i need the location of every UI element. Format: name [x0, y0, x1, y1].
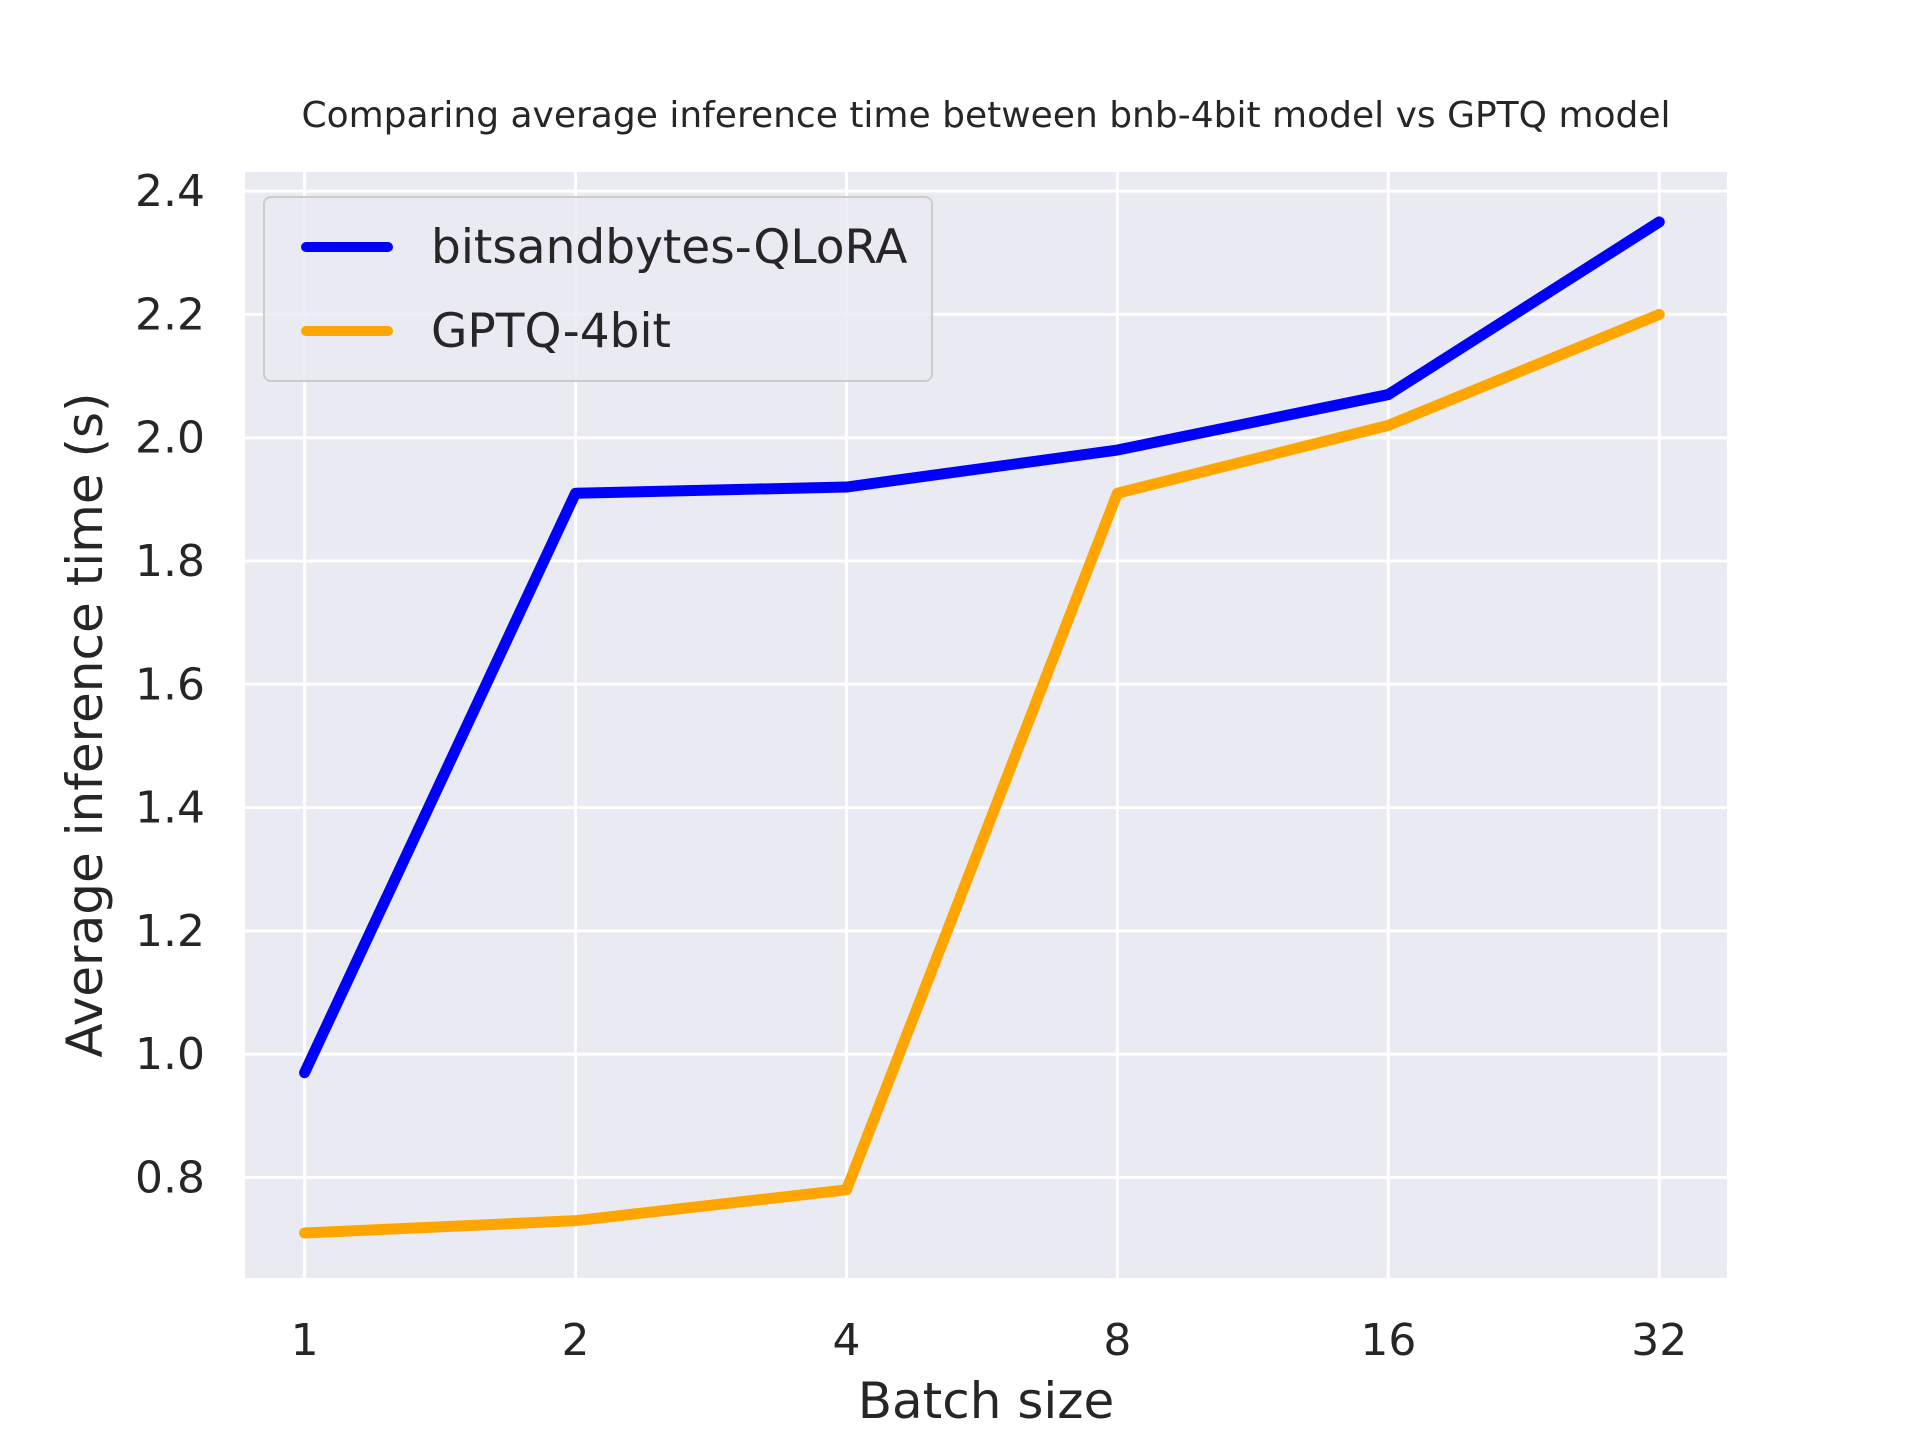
y-tick-label: 1.4: [135, 783, 205, 834]
legend-item: bitsandbytes-QLoRA: [301, 214, 907, 280]
y-tick-label: 1.2: [135, 906, 205, 957]
series-line-bitsandbytes-qlora: [299, 216, 1665, 1079]
legend-item: GPTQ-4bit: [301, 298, 907, 364]
x-tick-label: 4: [832, 1315, 860, 1366]
x-tick-label: 1: [291, 1315, 319, 1366]
legend-label: bitsandbytes-QLoRA: [431, 219, 908, 275]
legend-label: GPTQ-4bit: [431, 303, 671, 359]
x-tick-label: 32: [1631, 1315, 1687, 1366]
legend-line-swatch-bitsandbytes: [301, 242, 393, 252]
legend: bitsandbytes-QLoRA GPTQ-4bit: [263, 196, 934, 382]
chart-title: Comparing average inference time between…: [301, 95, 1671, 136]
y-tick-label: 2.4: [135, 166, 205, 217]
y-axis-label: Average inference time (s): [56, 392, 114, 1058]
y-tick-label: 1.8: [135, 536, 205, 587]
y-tick-label: 1.0: [135, 1029, 205, 1080]
y-tick-label: 2.0: [135, 413, 205, 464]
x-tick-label: 8: [1103, 1315, 1131, 1366]
x-axis-label: Batch size: [857, 1372, 1115, 1430]
x-tick-label: 2: [562, 1315, 590, 1366]
series-line-gptq-4bit: [299, 308, 1665, 1239]
y-tick-label: 0.8: [135, 1153, 205, 1204]
y-tick-label: 1.6: [135, 659, 205, 710]
x-tick-label: 16: [1360, 1315, 1416, 1366]
legend-line-swatch-gptq: [301, 326, 393, 336]
y-tick-label: 2.2: [135, 289, 205, 340]
